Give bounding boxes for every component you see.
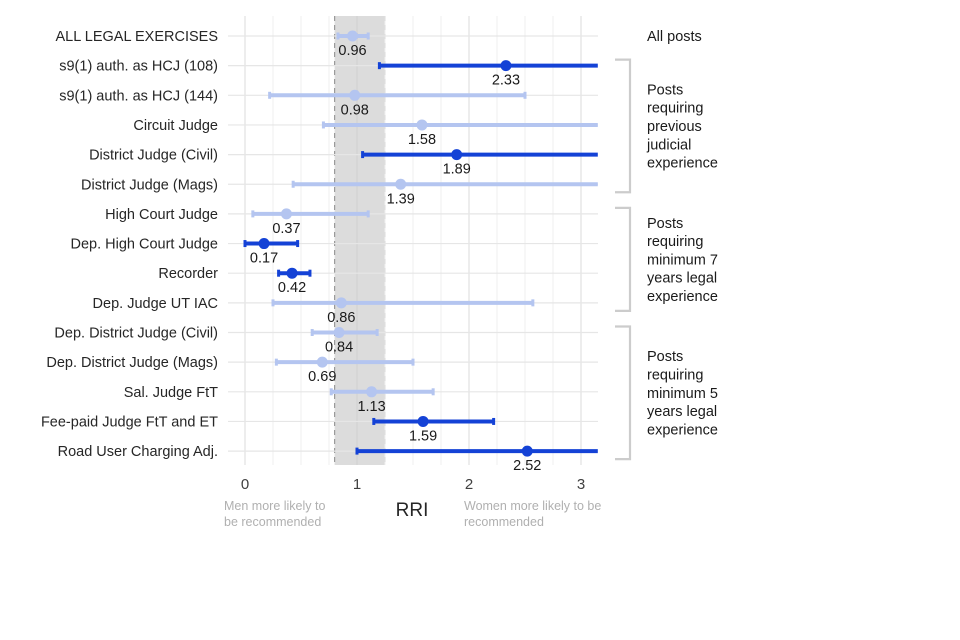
x-tick-label: 1 <box>353 476 361 493</box>
value-label: 2.52 <box>513 458 541 474</box>
category-label: District Judge (Civil) <box>89 148 218 164</box>
category-label: District Judge (Mags) <box>81 177 218 193</box>
category-label: Dep. Judge UT IAC <box>93 296 218 312</box>
value-label: 1.58 <box>408 132 436 148</box>
category-label: Circuit Judge <box>133 118 218 134</box>
note-men-more-likely: Men more likely to be recommended <box>224 499 325 529</box>
value-label: 0.17 <box>250 251 278 267</box>
group-bracket <box>615 206 632 312</box>
value-label: 2.33 <box>492 73 520 89</box>
note-women-more-likely: Women more likely to be recommended <box>464 499 601 529</box>
point-estimate <box>316 356 328 368</box>
point-estimate <box>335 297 347 309</box>
group-label: Posts requiring previous judicial experience <box>646 82 718 171</box>
group-label: Posts requiring minimum 7 years legal experi… <box>647 216 718 305</box>
point-estimate <box>347 30 359 42</box>
group-bracket <box>615 58 632 194</box>
value-label: 0.96 <box>338 43 366 59</box>
category-label: s9(1) auth. as HCJ (108) <box>59 59 218 75</box>
category-label: Fee-paid Judge FtT and ET <box>41 414 218 430</box>
group-label: All posts <box>647 29 702 45</box>
x-tick-label: 2 <box>465 476 473 493</box>
category-label: Dep. District Judge (Mags) <box>46 355 218 371</box>
value-label: 1.39 <box>387 191 415 207</box>
category-label: Dep. High Court Judge <box>71 237 219 253</box>
point-estimate <box>333 327 345 338</box>
category-label: Recorder <box>158 266 218 282</box>
point-estimate <box>521 445 533 457</box>
category-label: High Court Judge <box>105 207 218 223</box>
category-label: Sal. Judge FtT <box>124 385 218 401</box>
value-label: 0.86 <box>327 310 355 326</box>
category-label: s9(1) auth. as HCJ (144) <box>59 88 218 104</box>
neutral-band <box>334 16 385 465</box>
x-tick-label: 0 <box>241 476 249 493</box>
value-label: 1.59 <box>409 428 437 444</box>
category-label: Dep. District Judge (Civil) <box>54 326 218 342</box>
point-estimate <box>395 178 407 190</box>
point-estimate <box>366 386 378 398</box>
value-label: 1.89 <box>443 162 471 178</box>
value-label: 0.69 <box>308 369 336 385</box>
value-label: 0.42 <box>278 280 306 296</box>
value-label: 1.13 <box>357 399 385 415</box>
value-label: 0.84 <box>325 340 353 356</box>
category-label: ALL LEGAL EXERCISES <box>55 29 218 45</box>
point-estimate <box>258 238 270 250</box>
point-estimate <box>451 149 463 161</box>
value-label: 0.98 <box>341 102 369 118</box>
point-estimate <box>286 267 298 279</box>
group-bracket <box>615 325 632 461</box>
category-label: Road User Charging Adj. <box>58 444 218 460</box>
point-estimate <box>280 208 292 220</box>
point-estimate <box>349 89 361 101</box>
x-axis-title: RRI <box>396 500 429 521</box>
x-tick-label: 3 <box>577 476 585 493</box>
group-label: Posts requiring minimum 5 years legal experi… <box>647 349 718 438</box>
point-estimate <box>500 60 512 72</box>
value-label: 0.37 <box>272 221 300 237</box>
point-estimate <box>416 119 428 131</box>
point-estimate <box>417 415 429 427</box>
